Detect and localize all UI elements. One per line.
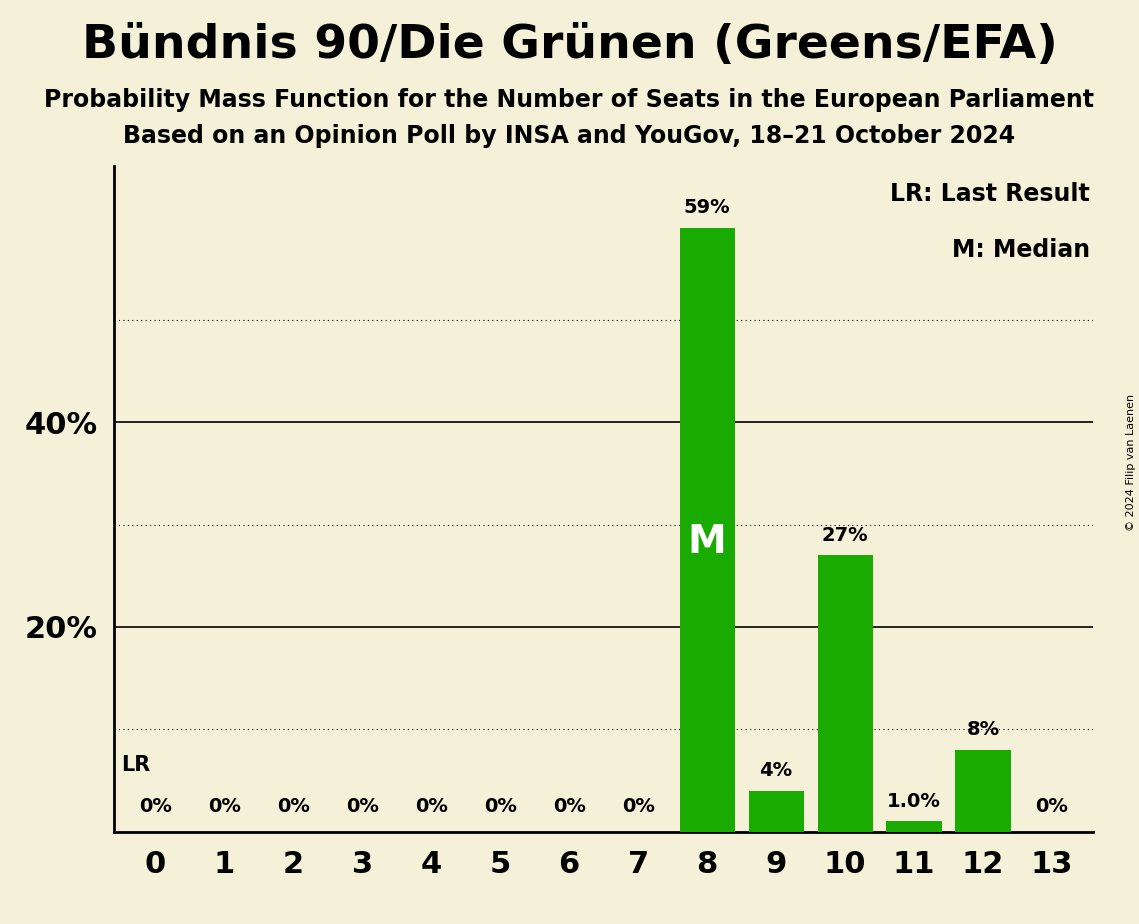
Text: 59%: 59% xyxy=(683,199,730,217)
Text: LR: Last Result: LR: Last Result xyxy=(891,182,1090,206)
Text: Bündnis 90/Die Grünen (Greens/EFA): Bündnis 90/Die Grünen (Greens/EFA) xyxy=(82,23,1057,68)
Bar xyxy=(818,555,872,832)
Text: 1.0%: 1.0% xyxy=(887,792,941,811)
Text: LR: LR xyxy=(121,755,150,775)
Text: 8%: 8% xyxy=(967,721,1000,739)
Text: © 2024 Filip van Laenen: © 2024 Filip van Laenen xyxy=(1126,394,1136,530)
Text: 0%: 0% xyxy=(622,797,655,816)
Text: 27%: 27% xyxy=(822,526,868,545)
Text: 0%: 0% xyxy=(484,797,517,816)
Bar xyxy=(956,749,1010,832)
Text: M: M xyxy=(688,523,727,561)
Bar xyxy=(886,821,942,832)
Text: 0%: 0% xyxy=(207,797,240,816)
Text: 0%: 0% xyxy=(139,797,172,816)
Text: 0%: 0% xyxy=(1035,797,1068,816)
Text: 0%: 0% xyxy=(415,797,448,816)
Text: Probability Mass Function for the Number of Seats in the European Parliament: Probability Mass Function for the Number… xyxy=(44,88,1095,112)
Bar xyxy=(748,791,804,832)
Bar xyxy=(680,227,735,832)
Text: 0%: 0% xyxy=(552,797,585,816)
Text: Based on an Opinion Poll by INSA and YouGov, 18–21 October 2024: Based on an Opinion Poll by INSA and You… xyxy=(123,124,1016,148)
Text: 0%: 0% xyxy=(277,797,310,816)
Text: 0%: 0% xyxy=(346,797,378,816)
Text: 4%: 4% xyxy=(760,761,793,781)
Text: M: Median: M: Median xyxy=(952,238,1090,262)
